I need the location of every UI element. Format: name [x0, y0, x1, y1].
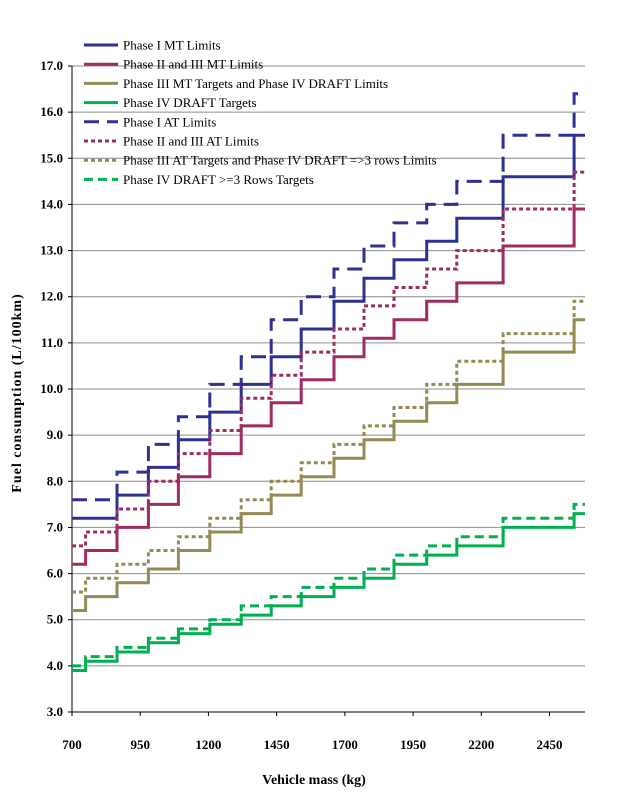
x-tick-label: 1200	[195, 737, 221, 752]
series-group	[72, 92, 585, 672]
x-tick-label: 700	[62, 737, 82, 752]
y-tick-label: 5.0	[47, 612, 63, 627]
series-line-1	[72, 133, 585, 520]
series-line-3	[72, 318, 585, 612]
series-line-5	[72, 92, 585, 502]
y-tick-label: 17.0	[40, 58, 63, 73]
x-tick-label: 950	[130, 737, 150, 752]
legend-label: Phase II and III MT Limits	[123, 57, 263, 72]
y-tick-label: 9.0	[47, 427, 63, 442]
series-line-7	[72, 299, 585, 594]
y-tick-label: 16.0	[40, 104, 63, 119]
x-tick-label: 1450	[264, 737, 290, 752]
legend-label: Phase IV DRAFT Targets	[123, 95, 257, 110]
x-tick-label: 1950	[400, 737, 426, 752]
legend-label: Phase II and III AT Limits	[123, 134, 259, 149]
legend-label: Phase IV DRAFT >=3 Rows Targets	[123, 172, 314, 187]
series-line-4	[72, 512, 585, 672]
y-tick-label: 10.0	[40, 381, 63, 396]
legend-label: Phase III MT Targets and Phase IV DRAFT …	[123, 76, 388, 91]
series-line-2	[72, 207, 585, 566]
y-tick-label: 12.0	[40, 289, 63, 304]
x-tick-label: 2450	[537, 737, 563, 752]
legend-label: Phase III AT Targets and Phase IV DRAFT …	[123, 153, 437, 168]
legend: Phase I MT Limits Phase II and III MT Lim…	[84, 38, 437, 187]
axes: 3.0 4.0 5.0 6.0 7.0 8.0 9.0 10.0 11.0 12.0 13.0 14.…	[40, 58, 585, 752]
legend-label: Phase I MT Limits	[123, 38, 221, 53]
y-tick-label: 7.0	[47, 519, 63, 534]
legend-label: Phase I AT Limits	[123, 114, 216, 129]
y-tick-label: 14.0	[40, 196, 63, 211]
y-tick-label: 3.0	[47, 704, 63, 719]
y-axis-title: Fuel consumption (L/100km)	[10, 293, 25, 492]
y-tick-label: 4.0	[47, 658, 63, 673]
y-tick-label: 11.0	[41, 335, 63, 350]
y-tick-label: 13.0	[40, 243, 63, 258]
x-tick-label: 2200	[468, 737, 494, 752]
series-line-6	[72, 170, 585, 548]
y-tick-label: 8.0	[47, 473, 63, 488]
y-tick-label: 6.0	[47, 566, 63, 581]
grid-lines	[72, 65, 585, 667]
x-axis-title: Vehicle mass (kg)	[262, 773, 366, 788]
y-tick-label: 15.0	[40, 150, 63, 165]
x-tick-label: 1700	[332, 737, 358, 752]
